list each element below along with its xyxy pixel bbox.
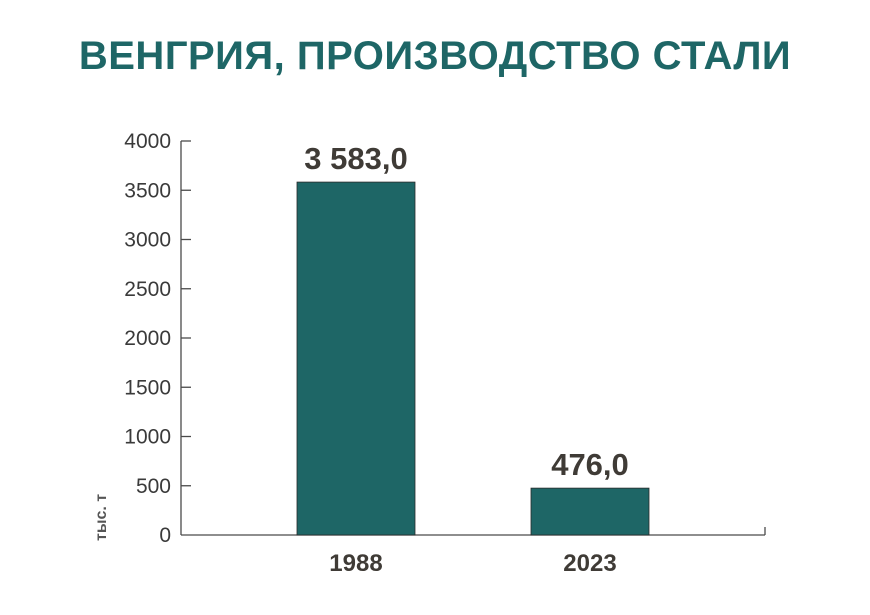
- bar-data-label: 3 583,0: [304, 141, 407, 176]
- bar-data-label: 476,0: [551, 447, 629, 482]
- chart-title: ВЕНГРИЯ, ПРОИЗВОДСТВО СТАЛИ: [78, 34, 792, 78]
- y-tick-label: 3000: [124, 229, 171, 252]
- x-category-label: 1988: [329, 550, 382, 577]
- data-labels: 3 583,0 476,0: [304, 141, 629, 482]
- y-tick-label: 0: [159, 524, 171, 547]
- y-tick-label: 1000: [124, 426, 171, 449]
- y-tick-label: 1500: [124, 376, 171, 399]
- bar-2023: [530, 487, 650, 536]
- y-axis-unit-label: тыс. т: [93, 494, 110, 541]
- y-axis: 0 500 1000 1500 2000 2500 3000 3500 4000: [124, 130, 191, 547]
- y-tick-label: 3500: [124, 179, 171, 202]
- x-category-label: 2023: [563, 550, 616, 577]
- y-ticks: 0 500 1000 1500 2000 2500 3000 3500 4000: [124, 130, 191, 547]
- x-axis: [181, 527, 766, 536]
- bar-1988: [296, 181, 416, 536]
- y-tick-label: 4000: [124, 130, 171, 153]
- y-tick-label: 2500: [124, 278, 171, 301]
- bars: [296, 181, 650, 536]
- category-labels: 1988 2023: [329, 550, 616, 577]
- y-tick-label: 2000: [124, 327, 171, 350]
- y-tick-label: 500: [136, 475, 171, 498]
